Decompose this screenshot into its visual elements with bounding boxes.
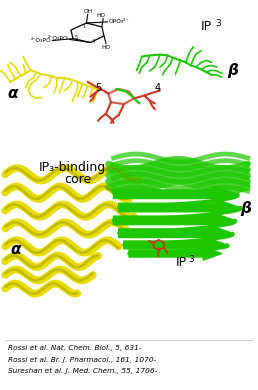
Text: β: β — [240, 201, 251, 216]
FancyArrow shape — [129, 247, 222, 260]
Text: IP: IP — [175, 255, 187, 269]
Text: HO: HO — [96, 13, 105, 18]
Text: IP₃-binding: IP₃-binding — [39, 161, 106, 174]
FancyArrow shape — [114, 186, 237, 202]
Text: 4: 4 — [154, 83, 160, 93]
Text: 3: 3 — [215, 20, 221, 28]
Text: 4: 4 — [92, 39, 95, 44]
Text: Sureshan et al. J. Med. Chem., 55, 1706-: Sureshan et al. J. Med. Chem., 55, 1706- — [8, 368, 157, 374]
Text: OH: OH — [83, 9, 92, 14]
Text: OPO₃²⁻: OPO₃²⁻ — [108, 20, 129, 24]
Text: 1: 1 — [82, 25, 85, 29]
Text: ²⁻O₃PO: ²⁻O₃PO — [31, 39, 52, 43]
Text: ²⁻O₃PO: ²⁻O₃PO — [48, 36, 69, 41]
Text: Rossi et al. Br. J. Pharmacol., 161, 1070-: Rossi et al. Br. J. Pharmacol., 161, 107… — [8, 356, 156, 363]
Text: IP: IP — [201, 20, 212, 33]
Text: 3: 3 — [188, 255, 194, 264]
FancyArrow shape — [124, 238, 227, 252]
FancyArrow shape — [114, 212, 235, 229]
Text: 5: 5 — [75, 35, 78, 40]
Text: 5: 5 — [95, 83, 101, 93]
Text: α: α — [8, 86, 18, 101]
Text: core: core — [64, 173, 91, 186]
FancyArrow shape — [119, 199, 240, 216]
FancyArrow shape — [119, 225, 232, 241]
Text: α: α — [10, 242, 21, 257]
Text: β: β — [227, 63, 238, 78]
Text: HO: HO — [101, 45, 111, 50]
Text: Rossi et al. Nat. Chem. Biol., 5, 631-: Rossi et al. Nat. Chem. Biol., 5, 631- — [8, 345, 141, 351]
